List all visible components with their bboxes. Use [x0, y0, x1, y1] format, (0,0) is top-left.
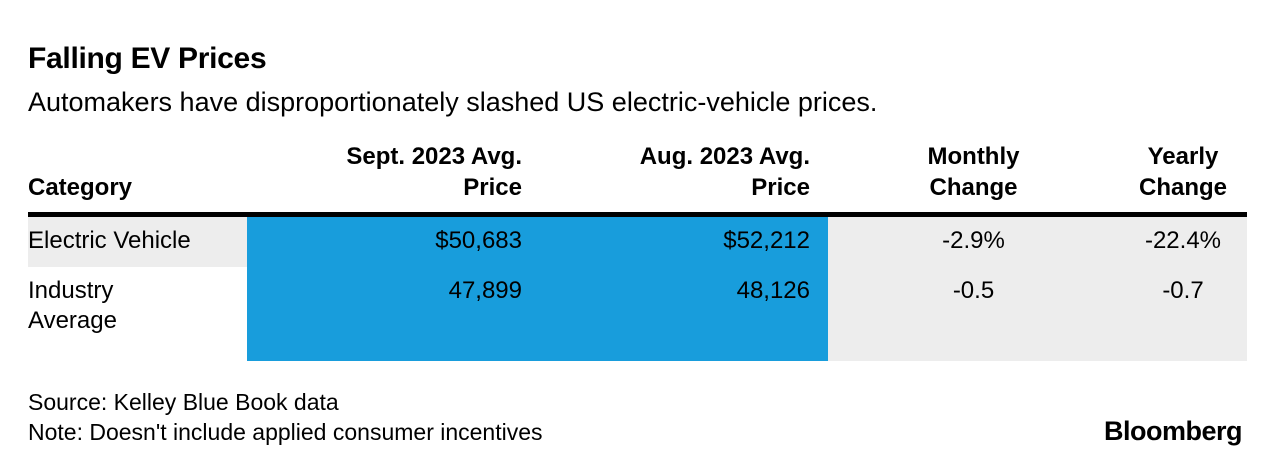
- cell-category: Electric Vehicle: [28, 217, 247, 267]
- bloomberg-logo: Bloomberg: [1103, 416, 1243, 446]
- column-header-category: Category: [28, 174, 133, 201]
- cell-monthly-change: -2.9%: [942, 227, 1005, 254]
- cell-category: Industry Average: [28, 277, 117, 334]
- note-text: Note: Doesn't include applied consumer i…: [28, 419, 543, 445]
- cell-monthly-change: -0.5: [952, 277, 995, 304]
- change-columns-highlight-block: [828, 217, 1247, 361]
- column-header-yearly-change: Yearly Change: [1138, 143, 1227, 201]
- table-body: Electric Vehicle $50,683 $52,212 -2.9% -…: [28, 217, 1247, 361]
- column-header-sept-price: Sept. 2023 Avg. Price: [346, 143, 522, 201]
- column-header-aug-price: Aug. 2023 Avg. Price: [639, 143, 810, 201]
- table-row-industry-average: Industry Average 47,899 48,126 -0.5 -0.7: [28, 267, 1247, 336]
- price-columns-highlight-block: [247, 217, 828, 361]
- column-header-monthly-change: Monthly Change: [927, 143, 1020, 201]
- ev-price-table: Category Sept. 2023 Avg. Price Aug. 2023…: [28, 141, 1247, 361]
- chart-title: Falling EV Prices: [28, 42, 267, 75]
- cell-yearly-change: -0.7: [1162, 277, 1204, 304]
- chart-card: Falling EV Prices Automakers have dispro…: [28, 42, 1247, 449]
- table-row-electric-vehicle: Electric Vehicle $50,683 $52,212 -2.9% -…: [28, 217, 1247, 267]
- cell-yearly-change: -22.4%: [1144, 227, 1222, 254]
- cell-aug-price: 48,126: [736, 277, 810, 304]
- cell-sept-price: $50,683: [435, 227, 522, 254]
- chart-footer: Source: Kelley Blue Book data Note: Does…: [28, 387, 1247, 449]
- source-text: Source: Kelley Blue Book data: [28, 389, 339, 415]
- cell-sept-price: 47,899: [448, 277, 522, 304]
- chart-subtitle: Automakers have disproportionately slash…: [28, 87, 878, 117]
- table-header-row: Category Sept. 2023 Avg. Price Aug. 2023…: [28, 141, 1247, 217]
- cell-aug-price: $52,212: [723, 227, 810, 254]
